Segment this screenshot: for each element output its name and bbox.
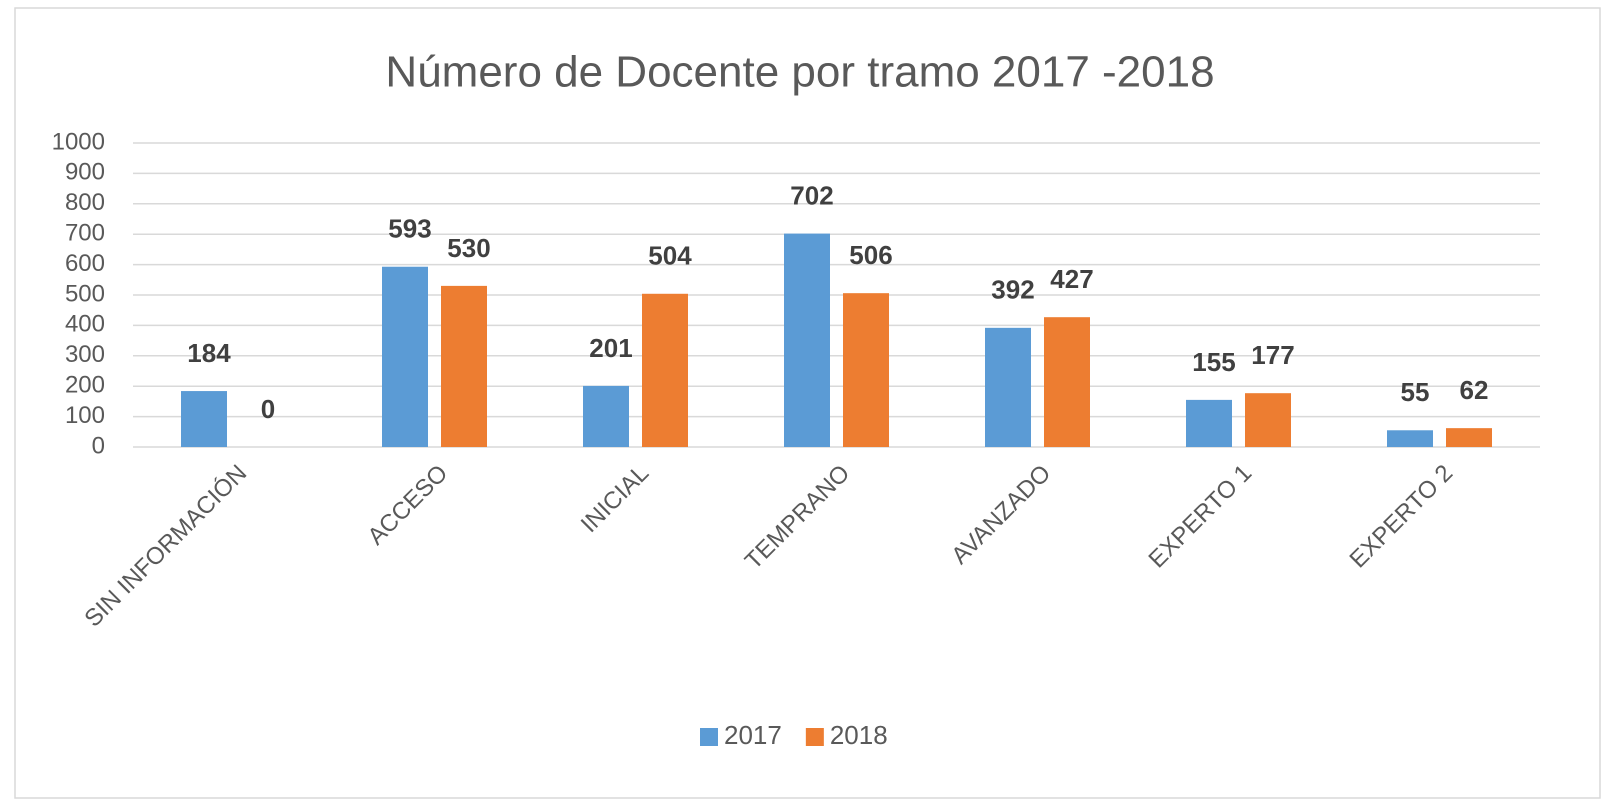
- bar: [642, 293, 688, 447]
- data-label: 530: [447, 233, 490, 263]
- y-tick-label: 300: [65, 341, 105, 368]
- data-label: 702: [790, 180, 833, 210]
- y-tick-label: 400: [65, 311, 105, 338]
- y-tick-label: 0: [92, 432, 105, 459]
- bar: [583, 385, 629, 447]
- data-label: 506: [849, 240, 892, 270]
- y-tick-label: 500: [65, 280, 105, 307]
- bar: [1446, 428, 1492, 447]
- data-label: 184: [187, 338, 231, 368]
- data-label: 593: [388, 214, 431, 244]
- chart-title: Número de Docente por tramo 2017 -2018: [385, 48, 1214, 97]
- y-tick-label: 800: [65, 189, 105, 216]
- bar: [784, 233, 830, 447]
- bar: [181, 391, 227, 447]
- y-tick-label: 100: [65, 402, 105, 429]
- data-label: 504: [648, 241, 692, 271]
- data-label: 155: [1192, 347, 1235, 377]
- data-label: 392: [991, 275, 1034, 305]
- data-label: 201: [589, 333, 632, 363]
- data-label: 427: [1050, 264, 1093, 294]
- bar: [1186, 399, 1232, 447]
- legend-swatch: [805, 728, 824, 746]
- bar: [1044, 317, 1090, 447]
- bar: [843, 293, 889, 447]
- bar: [441, 285, 487, 447]
- bar: [1387, 430, 1433, 447]
- bar: [985, 327, 1031, 447]
- y-tick-label: 600: [65, 250, 105, 277]
- data-label: 62: [1460, 375, 1489, 405]
- y-tick-label: 900: [65, 159, 105, 186]
- data-label: 55: [1401, 377, 1430, 407]
- y-tick-label: 700: [65, 220, 105, 247]
- bar: [1245, 393, 1291, 447]
- data-label: 177: [1251, 340, 1294, 370]
- legend-label: 2018: [830, 720, 888, 750]
- legend-label: 2017: [724, 720, 782, 750]
- bar: [382, 266, 428, 447]
- legend-swatch: [700, 728, 718, 746]
- y-tick-label: 200: [65, 372, 105, 399]
- data-label: 0: [261, 394, 275, 424]
- y-tick-label: 1000: [52, 128, 105, 155]
